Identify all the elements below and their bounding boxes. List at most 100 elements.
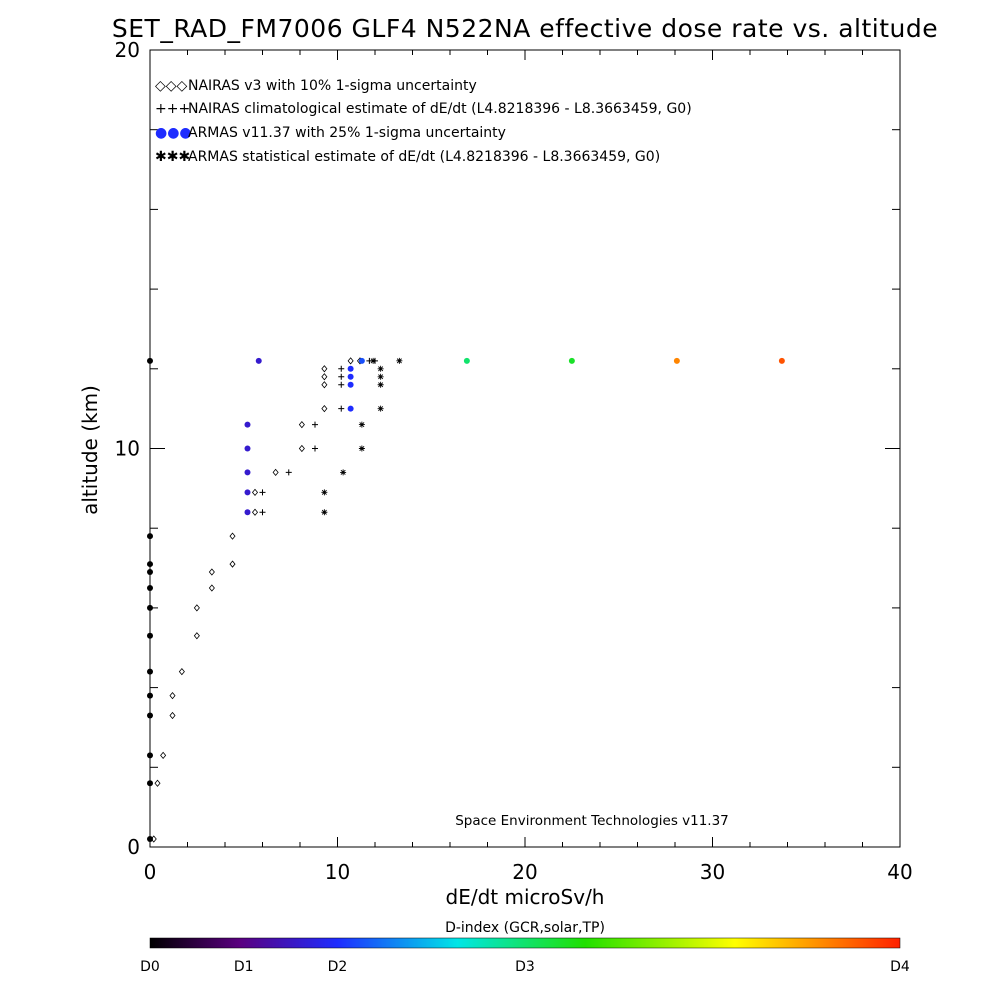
nairas-point [272, 468, 279, 477]
armas-point [463, 357, 470, 364]
nairas-point [347, 357, 354, 365]
colorbar-labels: D0 D1 D2 D3 D4 [140, 959, 910, 975]
nairas-point [298, 444, 305, 453]
nairas-point [229, 532, 236, 540]
nairas-clim-point [312, 421, 318, 428]
colorbar-label: D1 [234, 959, 254, 975]
nairas-clim-point [338, 405, 345, 412]
axis-tick-labels: 0 10 20 30 40 0 10 20 [115, 38, 913, 884]
colorbar [149, 937, 901, 949]
nairas-clim-point [312, 445, 318, 452]
nairas-point [178, 668, 185, 676]
nairas-point [169, 691, 176, 700]
armas-stat-point [370, 357, 377, 364]
colorbar-label: D4 [890, 959, 910, 975]
nairas-point [229, 560, 236, 568]
armas-stat-point [377, 365, 384, 372]
armas-stat-point [340, 469, 347, 476]
legend-label-armas-stat: ARMAS statistical estimate of dE/dt (L4.… [188, 149, 660, 165]
y-tick-label: 0 [127, 835, 140, 859]
nairas-point [298, 420, 305, 429]
colorbar-label: D3 [515, 959, 535, 975]
armas-point [147, 752, 153, 759]
x-tick-label: 10 [325, 860, 350, 884]
nairas-clim-point [338, 381, 345, 388]
armas-point [244, 489, 251, 496]
armas-stat-point [321, 489, 328, 496]
legend-symbol-armas: ●●● [155, 125, 192, 141]
x-tick-label: 30 [700, 860, 725, 884]
armas-point [347, 381, 354, 388]
armas-point [778, 357, 785, 364]
armas-point [147, 668, 153, 675]
legend-label-nairas: NAIRAS v3 with 10% 1-sigma uncertainty [188, 78, 477, 94]
nairas-point [321, 365, 328, 373]
nairas-point [208, 584, 215, 592]
x-tick-label: 40 [887, 860, 912, 884]
armas-stat-point [377, 373, 384, 380]
legend-symbol-nairas-clim: +++ [155, 101, 190, 117]
nairas-clim-point [285, 469, 292, 476]
armas-point [244, 509, 251, 516]
nairas-clim-point [259, 509, 266, 516]
armas-point [147, 780, 153, 787]
armas-point [568, 357, 575, 364]
legend-label-armas: ARMAS v11.37 with 25% 1-sigma uncertaint… [188, 125, 506, 141]
armas-stat-point [358, 421, 365, 428]
colorbar-title: D-index (GCR,solar,TP) [445, 920, 605, 936]
armas-stat-point [377, 381, 384, 388]
armas-point [147, 712, 153, 719]
legend: ◇◇◇ NAIRAS v3 with 10% 1-sigma uncertain… [155, 78, 692, 165]
armas-point [244, 445, 251, 452]
nairas-point [208, 568, 215, 576]
nairas-point [193, 604, 200, 612]
colorbar-label: D0 [140, 959, 160, 975]
chart-title: SET_RAD_FM7006 GLF4 N522NA effective dos… [112, 14, 938, 43]
annotation-credit: Space Environment Technologies v11.37 [455, 813, 729, 829]
legend-symbol-nairas: ◇◇◇ [155, 78, 188, 94]
y-tick-label: 20 [115, 38, 140, 62]
armas-point [673, 357, 680, 364]
armas-point [347, 373, 354, 380]
armas-stat-point [377, 405, 384, 412]
x-tick-label: 0 [144, 860, 157, 884]
nairas-point [169, 711, 176, 720]
legend-label-nairas-clim: NAIRAS climatological estimate of dE/dt … [188, 101, 692, 117]
x-tick-label: 20 [512, 860, 537, 884]
legend-symbol-armas-stat: ✱✱✱ [155, 149, 190, 165]
armas-point [147, 533, 153, 540]
x-axis-label: dE/dt microSv/h [446, 885, 605, 909]
nairas-point [160, 751, 167, 759]
y-axis-label: altitude (km) [78, 385, 102, 515]
plot-frame [149, 49, 901, 848]
nairas-point [251, 508, 259, 516]
nairas-point [193, 632, 200, 640]
nairas-clim-point [338, 373, 345, 380]
armas-point [147, 569, 153, 576]
armas-point [244, 421, 251, 428]
nairas-point [321, 373, 328, 381]
nairas-point [321, 405, 328, 413]
nairas-point [321, 381, 328, 389]
armas-point [147, 604, 153, 611]
armas-point [147, 561, 153, 568]
armas-point [347, 405, 354, 412]
nairas-clim-point [338, 365, 345, 372]
armas-point [255, 357, 262, 364]
y-tick-label: 10 [115, 437, 140, 461]
armas-stat-point [358, 445, 365, 452]
armas-point [147, 692, 153, 699]
nairas-point [154, 779, 161, 787]
armas-point [358, 357, 365, 364]
axis-ticks [149, 49, 901, 848]
armas-point [147, 632, 153, 639]
armas-stat-point [396, 357, 403, 364]
nairas-clim-point [259, 489, 266, 496]
nairas-point [251, 488, 259, 496]
data-points [147, 357, 785, 843]
armas-point [147, 584, 153, 591]
armas-point [244, 469, 251, 476]
armas-point [147, 357, 153, 364]
armas-stat-point [321, 509, 328, 516]
